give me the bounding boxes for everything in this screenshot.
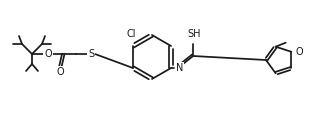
Text: O: O bbox=[56, 67, 64, 77]
Text: N: N bbox=[176, 63, 183, 73]
Text: SH: SH bbox=[187, 29, 201, 39]
Text: S: S bbox=[88, 49, 94, 59]
Text: Cl: Cl bbox=[126, 29, 136, 39]
Text: O: O bbox=[44, 49, 52, 59]
Text: O: O bbox=[295, 47, 303, 57]
